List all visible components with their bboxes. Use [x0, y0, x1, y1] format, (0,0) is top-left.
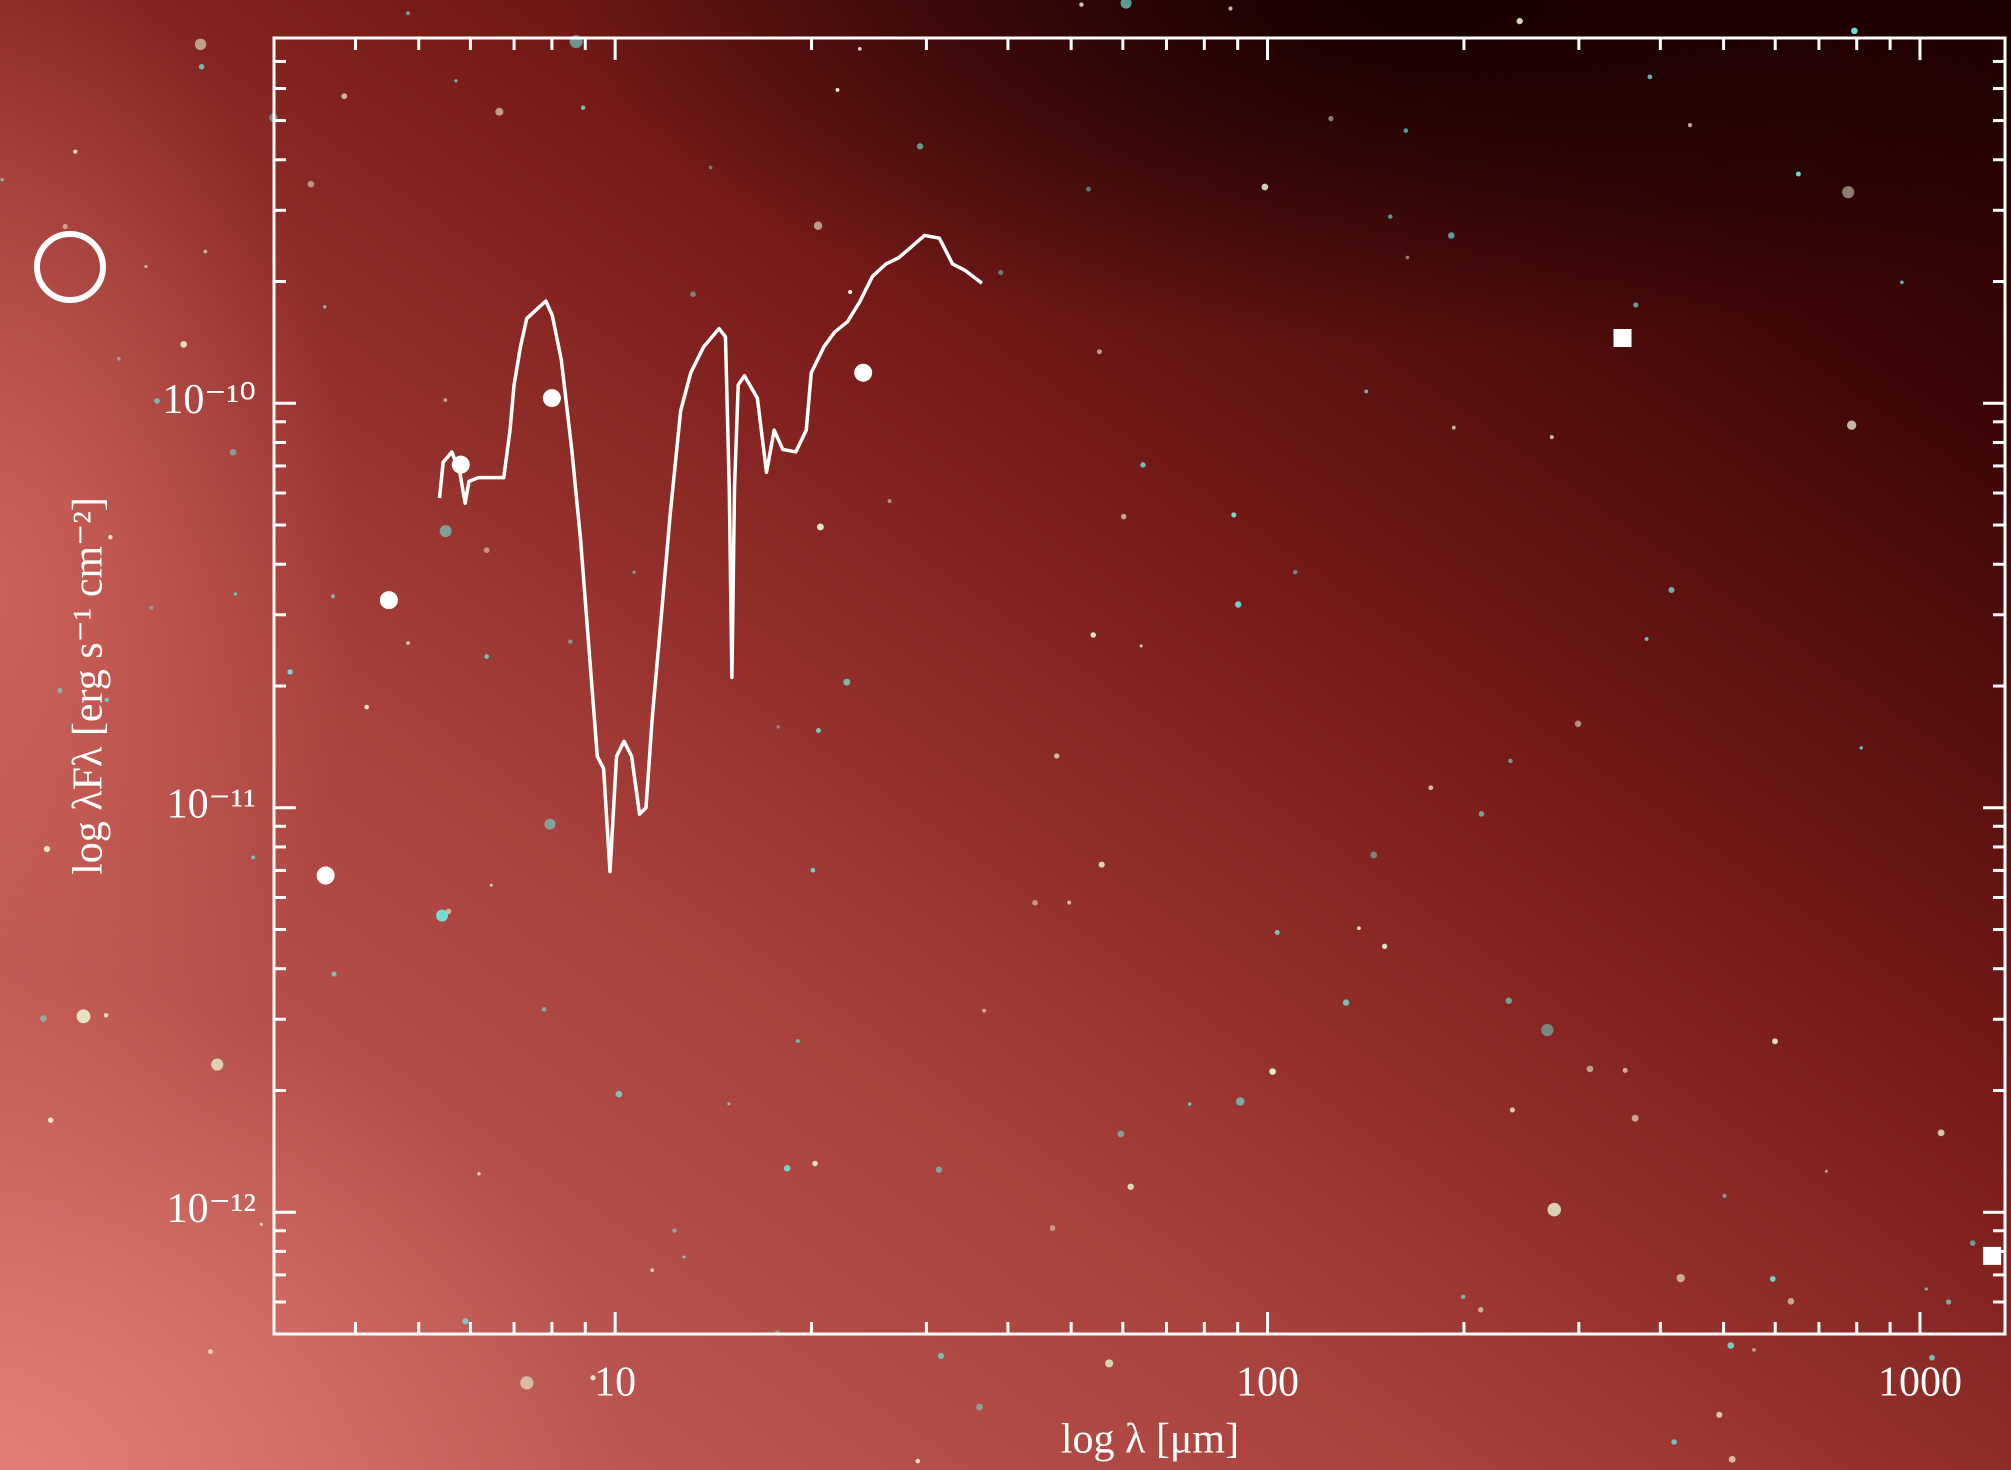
photometry-point	[380, 591, 398, 609]
nebula-background: log λ [μm] log λFλ [erg s⁻¹ cm⁻²] 10 100 1…	[0, 0, 2011, 1470]
photometry-point	[452, 456, 470, 474]
y-tick-label: 10⁻¹⁰	[162, 377, 256, 423]
x-tick-label: 10	[594, 1360, 636, 1406]
submm-point	[1983, 1247, 2001, 1265]
chart: log λ [μm] log λFλ [erg s⁻¹ cm⁻²] 10 100 1…	[0, 0, 2011, 1470]
y-tick-label: 10⁻¹²	[167, 1186, 256, 1232]
source-marker	[37, 234, 103, 300]
y-tick-label: 10⁻¹¹	[167, 781, 256, 827]
plot-frame	[274, 38, 2005, 1334]
photometry-point	[543, 389, 561, 407]
photometry-point	[317, 867, 335, 885]
x-axis-title: log λ [μm]	[1061, 1417, 1239, 1463]
y-axis-title: log λFλ [erg s⁻¹ cm⁻²]	[66, 497, 112, 875]
submm-point	[1614, 329, 1632, 347]
x-tick-label: 100	[1236, 1360, 1299, 1406]
x-tick-label: 1000	[1878, 1360, 1962, 1406]
photometry-point	[854, 364, 872, 382]
spectrum-line	[439, 235, 981, 871]
